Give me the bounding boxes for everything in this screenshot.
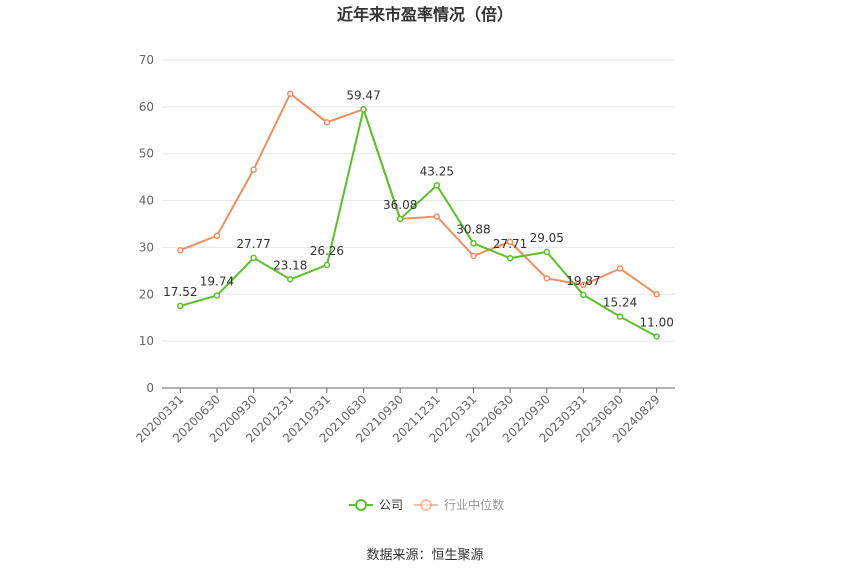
point-company-20211231 xyxy=(433,182,441,189)
point-company-20230630 xyxy=(616,313,624,320)
y-tick-label-70: 70 xyxy=(139,53,154,67)
data-label-company-20220930: 29.05 xyxy=(530,231,564,245)
data-label-company-20220630: 27.71 xyxy=(493,237,527,251)
point-company-20210630 xyxy=(360,106,367,113)
point-company-20201231 xyxy=(287,276,294,283)
point-industry-median-20200630 xyxy=(213,232,221,239)
point-company-20200331 xyxy=(177,302,184,310)
y-tick-label-50: 50 xyxy=(139,147,154,161)
point-company-20210930 xyxy=(396,215,404,223)
point-industry-median-20210331 xyxy=(323,119,331,126)
point-industry-median-20230331 xyxy=(580,281,587,289)
legend-marker-industry-median xyxy=(420,499,432,511)
point-industry-median-20240829 xyxy=(653,291,660,298)
point-company-20220331 xyxy=(470,240,477,247)
point-company-20240829 xyxy=(653,333,660,340)
data-label-company-20201231: 23.18 xyxy=(273,258,307,272)
point-company-20200630 xyxy=(213,292,221,299)
y-axis: 0 10 20 30 40 50 60 70 xyxy=(139,53,154,395)
legend-item-company[interactable]: 公司 xyxy=(349,498,403,512)
x-axis: 2020033120200630202009302020123120210331… xyxy=(133,387,675,445)
y-tick-label-30: 30 xyxy=(139,240,154,254)
chart-title: 近年来市盈率情况（倍） xyxy=(337,5,513,24)
data-label-company-20240829: 11.00 xyxy=(639,315,673,329)
point-industry-median-20220930 xyxy=(543,275,550,282)
data-label-company-20200331: 17.52 xyxy=(163,285,197,299)
point-industry-median-20200930 xyxy=(250,166,257,173)
point-company-20200930 xyxy=(250,254,257,262)
point-industry-median-20220331 xyxy=(470,252,477,260)
y-tick-label-60: 60 xyxy=(139,100,154,114)
point-industry-median-20200331 xyxy=(177,246,184,254)
y-tick-label-20: 20 xyxy=(139,287,154,301)
y-tick-label-0: 0 xyxy=(146,381,154,395)
point-industry-median-20220630 xyxy=(506,238,514,246)
data-label-company-20210930: 36.08 xyxy=(383,198,417,212)
data-label-company-20211231: 43.25 xyxy=(420,164,454,178)
point-company-20220630 xyxy=(506,254,514,262)
legend-label-industry-median: 行业中位数 xyxy=(444,497,504,512)
legend: 公司 行业中位数 xyxy=(349,497,504,512)
data-label-company-20210630: 59.47 xyxy=(346,88,380,102)
data-label-company-20210331: 26.26 xyxy=(310,244,344,258)
legend-label-company: 公司 xyxy=(379,498,403,512)
data-label-company-20230630: 15.24 xyxy=(603,296,637,310)
grid-lines xyxy=(162,59,675,342)
y-tick-label-10: 10 xyxy=(139,334,154,348)
data-label-company-20230331: 19.87 xyxy=(566,274,600,288)
data-label-company-20200930: 27.77 xyxy=(236,237,270,251)
series-line-company xyxy=(180,105,658,338)
y-tick-label-40: 40 xyxy=(139,194,154,208)
point-industry-median-20201231 xyxy=(287,90,294,97)
point-industry-median-20211231 xyxy=(433,213,441,220)
series-group xyxy=(177,90,660,340)
point-company-20210331 xyxy=(323,261,331,269)
legend-marker-company xyxy=(355,499,367,511)
point-industry-median-20230630 xyxy=(616,265,624,272)
data-source: 数据来源：恒生聚源 xyxy=(366,548,483,563)
point-company-20230331 xyxy=(580,291,587,299)
point-company-20220930 xyxy=(543,248,550,256)
data-label-company-20220331: 30.88 xyxy=(456,222,490,236)
data-label-company-20200630: 19.74 xyxy=(200,275,234,289)
series-line-industry-median xyxy=(179,92,658,296)
legend-item-industry-median[interactable]: 行业中位数 xyxy=(414,497,504,512)
